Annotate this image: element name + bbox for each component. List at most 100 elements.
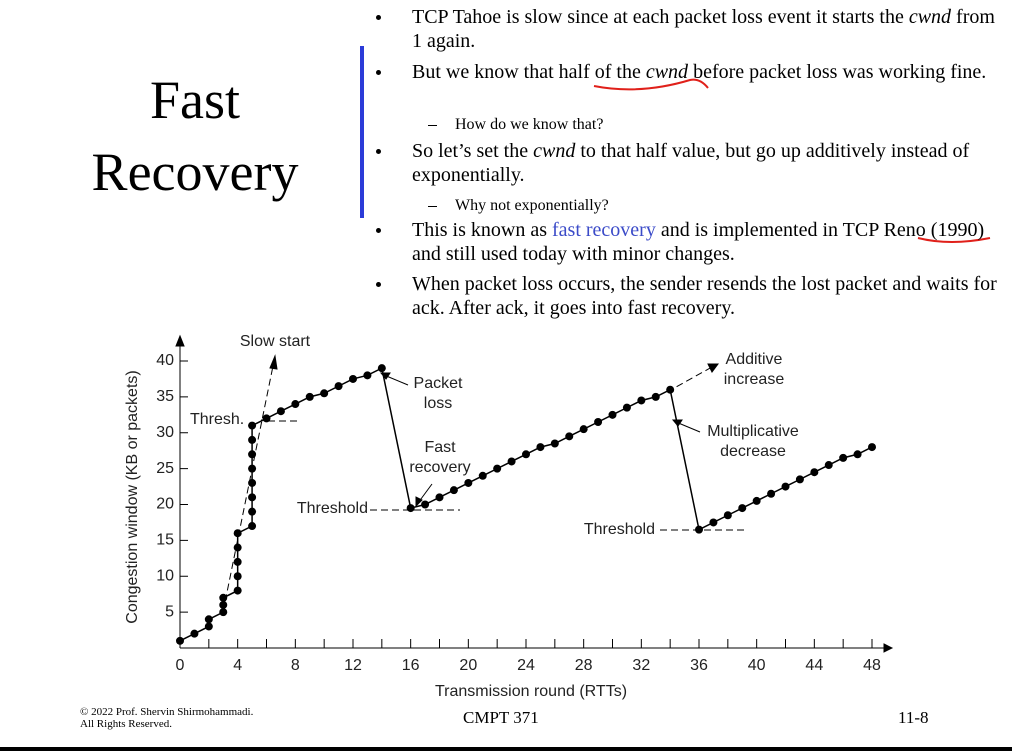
data-point [219, 600, 228, 609]
annotation: recovery [409, 459, 470, 476]
data-point [276, 407, 285, 416]
y-tick-label: 15 [156, 532, 174, 549]
data-point [248, 493, 257, 502]
annotation: decrease [720, 443, 786, 460]
bullet: When packet loss occurs, the sender rese… [376, 272, 1000, 320]
bullet: But we know that half of the cwnd before… [376, 60, 1000, 84]
annotation: increase [724, 371, 785, 388]
y-tick-label: 40 [156, 352, 174, 369]
data-point [204, 615, 213, 624]
x-tick-label: 4 [233, 657, 242, 674]
pen-underline [917, 237, 991, 243]
bullet-text: TCP Tahoe is slow since at each packet l… [412, 6, 909, 28]
bullet: TCP Tahoe is slow since at each packet l… [376, 5, 1000, 53]
data-point [752, 496, 761, 505]
y-tick-label: 30 [156, 424, 174, 441]
bullet-text: before packet loss was working fine. [688, 61, 987, 83]
bullet-text: When packet loss occurs, the sender rese… [412, 273, 997, 319]
page-number: 11-8 [898, 708, 929, 727]
data-point [248, 522, 257, 531]
bullet-text: Why not exponentially? [455, 197, 609, 214]
data-point [839, 453, 848, 462]
data-point [853, 450, 862, 459]
y-tick-label: 5 [165, 603, 174, 620]
data-point [868, 443, 876, 452]
x-tick-label: 40 [748, 657, 766, 674]
y-tick-label: 35 [156, 388, 174, 405]
data-point [579, 425, 588, 434]
x-tick-label: 44 [805, 657, 823, 674]
data-point [781, 482, 790, 491]
data-point [435, 493, 444, 502]
data-point [176, 636, 184, 645]
x-tick-label: 0 [176, 657, 185, 674]
data-point [320, 389, 329, 398]
chart-guides [175, 334, 894, 653]
annotation: Thresh. [190, 411, 244, 428]
annotation: loss [424, 395, 452, 412]
x-tick-label: 20 [459, 657, 477, 674]
bullet-text: cwnd [645, 61, 689, 83]
data-point [233, 529, 242, 538]
data-point [723, 511, 732, 520]
data-point [550, 439, 559, 448]
data-point [262, 414, 271, 423]
copyright: All Rights Reserved. [80, 718, 172, 730]
data-point [464, 478, 473, 487]
x-tick-label: 36 [690, 657, 708, 674]
data-point [608, 410, 617, 419]
bullet-text: cwnd [533, 140, 576, 162]
y-tick-label: 20 [156, 496, 174, 513]
annotation: Additive [726, 351, 783, 368]
x-tick-label: 16 [402, 657, 420, 674]
data-point [493, 464, 502, 473]
bullet-text: This is known as [412, 219, 552, 241]
data-point [233, 557, 242, 566]
x-tick-label: 32 [632, 657, 650, 674]
course: CMPT 371 [463, 708, 539, 727]
data-point [248, 507, 257, 516]
annotation: Fast [424, 439, 456, 456]
data-point [363, 371, 372, 380]
x-tick-label: 12 [344, 657, 362, 674]
data-point [377, 364, 386, 373]
data-point [248, 421, 257, 430]
bullet-text: fast recovery [552, 219, 656, 241]
data-point [594, 417, 603, 426]
data-point [767, 489, 776, 498]
y-axis-label: Congestion window (KB or packets) [124, 370, 141, 623]
data-point [810, 468, 819, 477]
bullet: So let’s set the cwnd to that half value… [376, 139, 1000, 187]
data-point [305, 392, 314, 401]
data-point [666, 385, 675, 394]
data-point [349, 374, 357, 383]
data-point [637, 396, 646, 405]
bullet-text: So let’s set the [412, 140, 534, 162]
data-point [204, 622, 213, 631]
slide-title: Recovery [91, 142, 299, 202]
x-tick-label: 24 [517, 657, 535, 674]
data-point [536, 443, 545, 452]
x-tick-label: 28 [575, 657, 593, 674]
data-point [695, 525, 703, 534]
data-point [248, 478, 257, 487]
x-tick-label: 48 [863, 657, 881, 674]
data-point [248, 450, 257, 459]
data-point [233, 543, 242, 552]
data-point [622, 403, 631, 412]
data-point [565, 432, 574, 441]
copyright: © 2022 Prof. Shervin Shirmohammadi. [80, 706, 254, 718]
annotation: Packet [414, 375, 463, 392]
annotation: Threshold [584, 521, 655, 538]
data-point [507, 457, 516, 466]
y-tick-label: 10 [156, 567, 174, 584]
bullet-text: How do we know that? [455, 116, 604, 133]
data-point [651, 392, 660, 401]
bullet: How do we know that? [428, 113, 1012, 137]
data-point [421, 500, 430, 509]
bullet: Why not exponentially? [428, 194, 1012, 218]
data-point [334, 382, 343, 391]
annotation: Multiplicative [707, 423, 799, 440]
